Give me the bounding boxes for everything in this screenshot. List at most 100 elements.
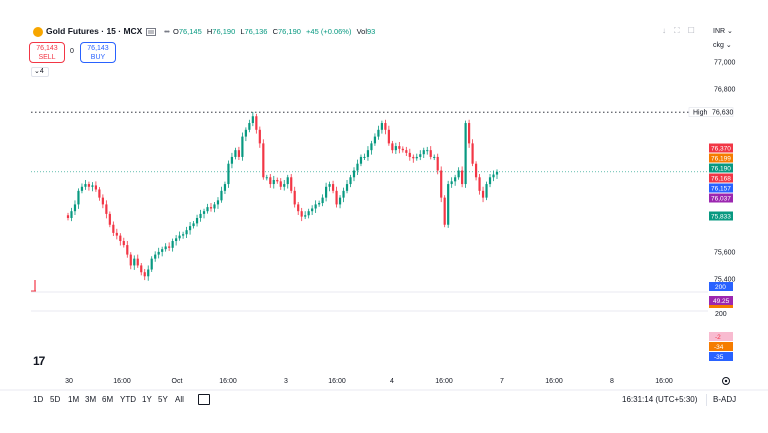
oscillator-pane-labels: -2 -34 -35 [709,332,733,361]
candle [492,170,495,182]
y-tick-label: 75,600 [714,249,736,256]
candle [457,167,460,180]
price-label: 76,370 [711,146,731,153]
download-icon[interactable]: ↓ [662,26,674,35]
candle [108,211,111,228]
change-value: +45 (+0.06%) [306,27,352,36]
price-label: 76,168 [711,176,731,183]
tradingview-logo-icon[interactable]: 17 [33,354,45,368]
volume-label-orange-strip [709,305,733,308]
range-5d-button[interactable]: 5D [50,395,61,404]
candle [293,186,296,208]
price-axis-labels: 76,370 76,199 76,190 76,168 76,157 76,037 75,8… [709,143,733,221]
y-tick-label: 77,000 [714,60,736,67]
candle [405,146,408,156]
price-label-bg [709,193,733,203]
high-label: H [206,27,213,36]
clock-timezone[interactable]: 16:31:14 (UTC+5:30) [622,395,698,404]
candle [419,150,422,161]
range-5y-button[interactable]: 5Y [158,395,168,404]
indicators-toggle[interactable]: ⌄4 [31,67,49,77]
candle [401,146,404,153]
candle [192,220,195,229]
adjustment-button[interactable]: B-ADJ [713,395,737,404]
high-value: 76,190 [212,27,236,36]
candle [265,174,268,181]
price-label-bg [709,183,733,193]
price-label-bg [709,143,733,153]
price-label: 76,157 [711,186,731,193]
candle [495,169,499,180]
candle [241,132,244,161]
candle [286,174,289,189]
candle [321,194,324,207]
x-tick-label: 7 [500,378,504,385]
candle [136,254,139,268]
candle [119,233,122,246]
range-1y-button[interactable]: 1Y [142,395,152,404]
candle [394,142,397,154]
candle [73,200,77,215]
candle [349,174,352,188]
currency-selector[interactable]: INR ⌄ [713,27,733,35]
candle [80,183,84,194]
candle [115,228,118,240]
candle [331,180,335,194]
candle [450,177,453,188]
sell-button[interactable]: 76,143 SELL [29,42,65,63]
range-3m-button[interactable]: 3M [85,395,97,404]
candle [175,235,178,246]
candle [223,181,227,194]
oscillator-label: -2 [715,334,721,341]
sell-price: 76,143 [36,45,58,52]
y-tick-label: 75,400 [714,277,736,284]
calendar-icon[interactable] [198,394,210,405]
candle [209,203,213,212]
range-6m-button[interactable]: 6M [102,395,114,404]
x-tick-label: 16:00 [219,378,237,385]
currency-label: INR [713,28,726,35]
candle [478,174,481,195]
candle [283,179,286,191]
range-1m-button[interactable]: 1M [68,395,80,404]
buy-button[interactable]: 76,143 BUY [80,42,116,63]
candle [234,147,237,160]
price-label-bg [709,163,733,173]
candle [481,186,485,203]
range-ytd-button[interactable]: YTD [120,395,136,404]
fullscreen-icon[interactable]: ⛶ [674,26,688,35]
candle [143,268,146,281]
candle [66,212,70,221]
candle [373,133,377,146]
settings-gear-icon[interactable] [722,377,730,385]
oscillator-label-bg [709,352,733,361]
candle [454,174,457,186]
symbol-title[interactable]: Gold Futures · 15 · MCX [46,26,143,36]
candle [181,231,185,239]
candle [380,120,384,134]
range-1d-button[interactable]: 1D [33,395,44,404]
candle [255,113,258,134]
y-axis-ticks: 77,000 76,800 75,600 75,400 [714,60,736,284]
candle [342,187,345,203]
candle [269,174,272,188]
candle [356,159,359,175]
compare-icon[interactable] [146,28,156,36]
indicators-count: 4 [39,68,44,75]
candle [370,140,373,155]
window-icon[interactable]: ☐ [687,26,703,35]
candle [202,208,206,219]
candle [168,242,171,251]
unit-selector[interactable]: ckg ⌄ [713,41,732,49]
candle [408,148,411,161]
more-dots-icon[interactable]: ••• [164,27,170,36]
candle [188,222,192,235]
range-all-button[interactable]: All [175,395,184,404]
candle [328,181,331,192]
candle [426,146,429,155]
oscillator-label-bg [709,332,733,341]
volume-value: 93 [367,27,376,36]
volume-label: 49.25 [713,298,730,305]
volume-label: 200 [715,284,726,291]
